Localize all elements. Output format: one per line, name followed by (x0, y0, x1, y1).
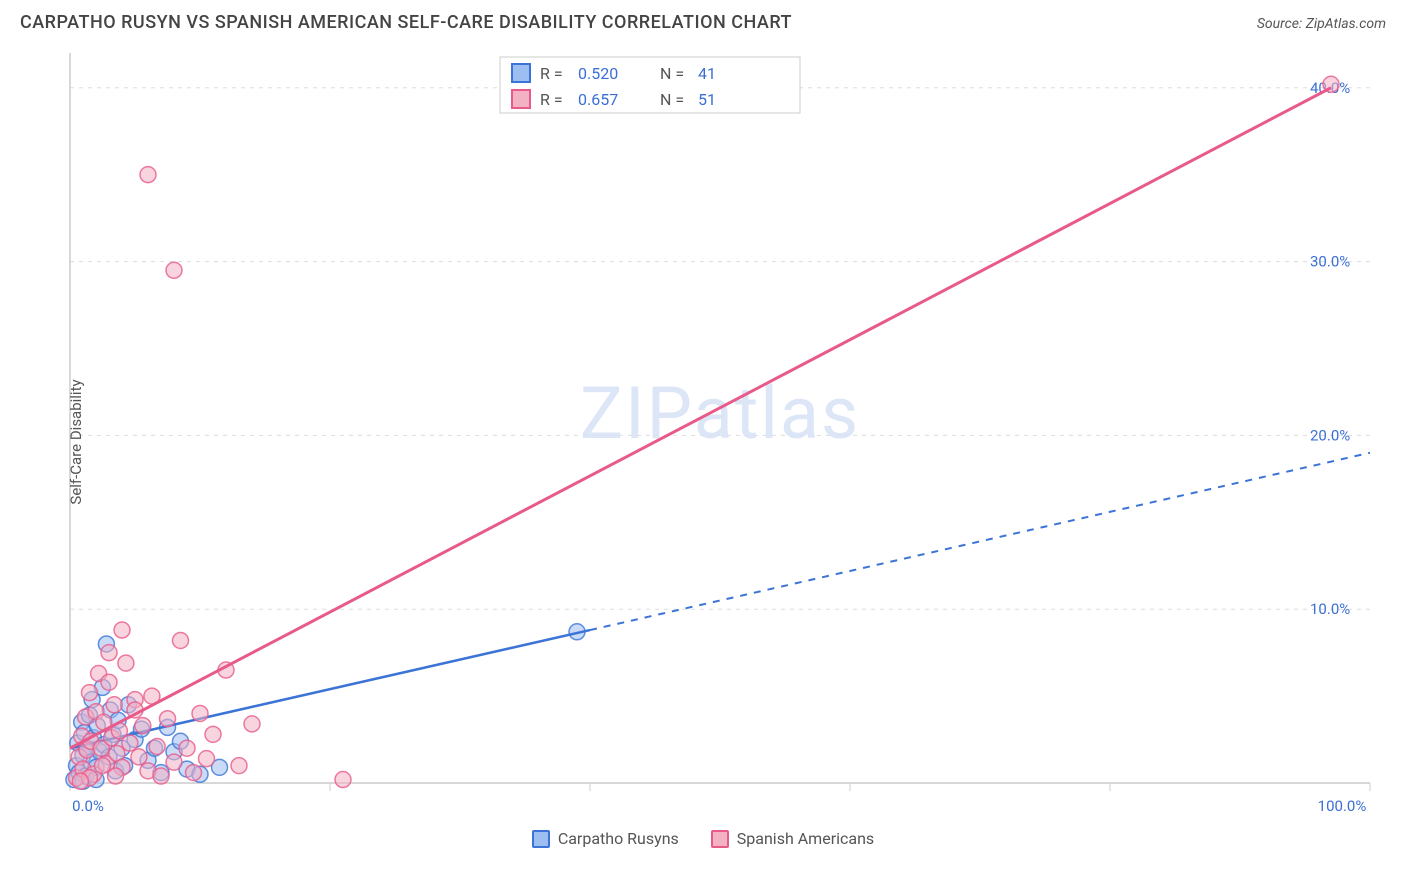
data-point (160, 711, 176, 727)
legend-r-value: 0.657 (578, 90, 618, 109)
legend-swatch (711, 830, 729, 848)
data-point (153, 768, 169, 784)
data-point (101, 645, 117, 661)
legend-n-label: N = (660, 64, 684, 83)
chart-header: CARPATHO RUSYN VS SPANISH AMERICAN SELF-… (0, 0, 1406, 39)
plot-wrapper: Self-Care Disability 10.0%20.0%30.0%40.0… (60, 43, 1386, 823)
trend-line (70, 88, 1331, 748)
watermark: ZIPatlas (580, 371, 860, 456)
data-point (192, 705, 208, 721)
legend-n-value: 41 (698, 64, 716, 83)
legend-swatch (512, 64, 530, 82)
data-point (72, 773, 88, 789)
source-citation: Source: ZipAtlas.com (1257, 16, 1386, 32)
data-point (101, 674, 117, 690)
source-label: Source: (1257, 16, 1306, 32)
legend-swatch (532, 830, 550, 848)
data-point (335, 772, 351, 788)
scatter-plot: 10.0%20.0%30.0%40.0%ZIPatlas0.0%100.0%R … (60, 43, 1380, 823)
x-tick-label: 0.0% (72, 797, 104, 815)
data-point (186, 765, 202, 781)
source-value: ZipAtlas.com (1306, 16, 1386, 32)
data-point (106, 697, 122, 713)
legend-r-label: R = (540, 90, 563, 109)
data-point (118, 655, 134, 671)
data-point (140, 167, 156, 183)
data-point (166, 754, 182, 770)
data-point (82, 685, 98, 701)
data-point (108, 768, 124, 784)
y-tick-label: 30.0% (1310, 253, 1350, 271)
data-point (231, 758, 247, 774)
legend-n-value: 51 (698, 90, 716, 109)
legend-label: Spanish Americans (737, 829, 874, 848)
legend-item: Spanish Americans (711, 829, 874, 848)
data-point (244, 716, 260, 732)
data-point (149, 739, 165, 755)
legend-swatch (512, 90, 530, 108)
legend-r-label: R = (540, 64, 563, 83)
legend-label: Carpatho Rusyns (558, 829, 679, 848)
legend-item: Carpatho Rusyns (532, 829, 679, 848)
data-point (95, 758, 111, 774)
data-point (173, 632, 189, 648)
y-axis-label: Self-Care Disability (67, 379, 85, 504)
y-tick-label: 20.0% (1310, 426, 1350, 444)
x-tick-label: 100.0% (1318, 797, 1367, 815)
data-point (114, 622, 130, 638)
data-point (166, 262, 182, 278)
legend-r-value: 0.520 (578, 64, 618, 83)
data-point (131, 749, 147, 765)
data-point (122, 735, 138, 751)
bottom-legend: Carpatho Rusyns Spanish Americans (0, 829, 1406, 848)
data-point (205, 726, 221, 742)
data-point (179, 740, 195, 756)
data-point (199, 751, 215, 767)
y-tick-label: 10.0% (1310, 600, 1350, 618)
chart-title: CARPATHO RUSYN VS SPANISH AMERICAN SELF-… (20, 12, 792, 33)
legend-n-label: N = (660, 90, 684, 109)
trend-line-extrapolated (590, 453, 1370, 630)
data-point (135, 718, 151, 734)
